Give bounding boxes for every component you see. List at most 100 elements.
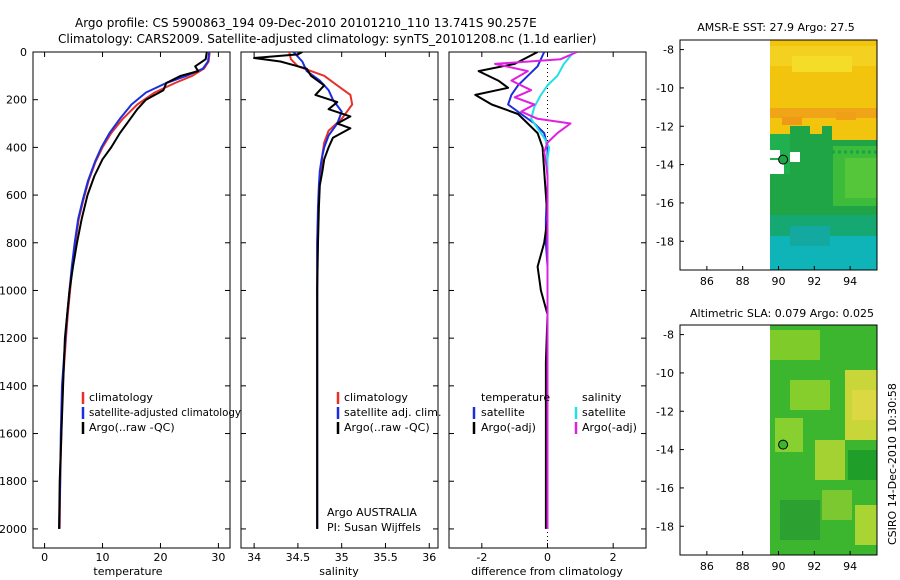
depth-tick-label: 0 [20,46,27,59]
difference-series-temperature-argo-adj- [474,52,549,529]
depth-tick-label: 1600 [0,428,27,441]
sla-field-yellow-2 [852,390,877,420]
salinity-axis-ticks: 34 34.5 35 35.5 36 [241,51,438,564]
sst-field-cyan-patch [790,226,830,246]
legend-label-diff-sal-argo: Argo(-adj) [582,421,637,434]
salinity-series-argo-raw-qc- [253,52,352,529]
depth-tick-label: 1400 [0,380,27,393]
difference-xtick-label: -2 [476,551,487,564]
sla-field-light-6 [855,505,877,545]
sla-map: 86 88 90 92 94 -8 -10 -12 -14 -16 -18 [656,324,878,573]
depth-tick-label: 1200 [0,332,27,345]
salinity-xtick-label: 36 [422,551,436,564]
difference-legend-temperature: temperature satellite Argo(-adj) [472,391,550,434]
sst-map-xtick-label: 92 [807,275,821,288]
difference-xtick-label: 2 [610,551,617,564]
legend-label-sal-argo: Argo(..raw -QC) [344,421,430,434]
sla-map-xtick-label: 90 [772,560,786,573]
temperature-xtick-label: 30 [211,551,225,564]
sst-field-mid-2 [845,158,877,198]
sla-map-ytick-label: -12 [656,405,674,418]
sla-field [770,325,877,555]
temperature-series-argo-raw-qc- [58,52,208,529]
legend-title-salinity: salinity [582,391,622,404]
temperature-xtick-label: 10 [96,551,110,564]
sla-map-ytick-label: -8 [663,329,674,342]
temperature-xlabel: temperature [93,565,162,578]
salinity-series [253,52,354,529]
depth-tick-label: 800 [6,237,27,250]
sla-map-xtick-label: 94 [843,560,857,573]
depth-tick-label: 1800 [0,475,27,488]
sst-map-ytick-label: -12 [656,120,674,133]
sla-map-ytick-label: -18 [656,520,674,533]
sst-map-xtick-label: 94 [843,275,857,288]
depth-tick-label: 200 [6,94,27,107]
sla-map-ytick-label: -14 [656,444,674,457]
header-line-2: Climatology: CARS2009. Satellite-adjuste… [58,32,596,46]
sst-map-ytick-label: -14 [656,159,674,172]
sla-field-light-4 [815,440,845,480]
sst-map-xtick-label: 90 [772,275,786,288]
depth-tick-label: 400 [6,141,27,154]
sst-field-orange-patch-2 [836,112,856,120]
temperature-panel-frame [32,51,231,549]
legend-label-diff-temp-argo: Argo(-adj) [481,421,536,434]
legend-label-diff-sal-satellite: satellite [582,406,626,419]
sst-map-ticks: 86 88 90 92 94 -8 -10 -12 -14 -16 -18 [656,44,857,288]
legend-label-climatology: climatology [89,391,153,404]
sla-map-ytick-label: -10 [656,367,674,380]
legend-label-diff-temp-satellite: satellite [481,406,525,419]
footer-org: Argo AUSTRALIA [327,506,417,519]
sla-map-title: Altimetric SLA: 0.079 Argo: 0.025 [690,307,874,320]
footer-pi: PI: Susan Wijffels [327,521,421,534]
sst-map-ytick-label: -10 [656,82,674,95]
temperature-xtick-label: 20 [153,551,167,564]
sst-field [770,40,877,270]
sla-field-light-1 [770,330,820,360]
sst-map: 86 88 90 92 94 -8 -10 -12 -14 -16 -18 [656,39,878,288]
difference-series [474,52,578,548]
sst-field-gap-3 [790,152,800,162]
sst-map-ytick-label: -18 [656,235,674,248]
sla-field-light-2 [790,380,830,410]
sst-field-orange-band [770,108,877,118]
temperature-xtick-label: 0 [41,551,48,564]
difference-series-salinity-argo-adj- [494,52,578,529]
depth-tick-label: 2000 [0,523,27,536]
sla-field-light-5 [822,490,852,520]
legend-label-sal-climatology: climatology [344,391,408,404]
legend-label-argo: Argo(..raw -QC) [89,421,175,434]
salinity-xlabel: salinity [319,565,359,578]
sst-argo-marker [778,154,789,165]
salinity-panel-frame [240,51,439,549]
header-line-1: Argo profile: CS 5900863_194 09-Dec-2010… [75,16,537,30]
difference-axis-ticks: -2 0 2 [449,51,646,564]
salinity-xtick-label: 34.5 [286,551,311,564]
temperature-legend: climatology satellite-adjusted climatolo… [81,391,241,434]
difference-xlabel: difference from climatology [471,565,623,578]
sst-map-xtick-label: 86 [700,275,714,288]
sla-map-ytick-label: -16 [656,482,674,495]
temperature-axis-ticks: 0 10 20 30 0 200 400 600 800 1000 1200 1400 1600 1800… [0,46,230,564]
difference-legend-salinity: salinity satellite Argo(-adj) [574,391,637,434]
depth-tick-label: 600 [6,189,27,202]
sla-map-xtick-label: 86 [700,560,714,573]
sst-field-gap [770,150,780,158]
sst-field-warm-patch [792,56,852,72]
temperature-series-satellite-adjusted-climatology [58,52,211,529]
legend-title-temperature: temperature [481,391,550,404]
sla-field-dark-2 [780,500,820,540]
salinity-legend: climatology satellite adj. clim. Argo(..… [336,391,441,434]
sla-map-xtick-label: 88 [736,560,750,573]
difference-xtick-label: 0 [544,551,551,564]
legend-label-sal-satellite: satellite adj. clim. [344,406,441,419]
footer-stamp: CSIRO 14-Dec-2010 10:30:58 [886,383,899,545]
sst-map-title: AMSR-E SST: 27.9 Argo: 27.5 [697,21,855,34]
salinity-series-climatology [288,52,354,529]
sst-field-orange-patch [782,117,802,125]
sla-field-dark-1 [848,450,877,480]
sst-map-ytick-label: -16 [656,197,674,210]
salinity-xtick-label: 35.5 [373,551,398,564]
